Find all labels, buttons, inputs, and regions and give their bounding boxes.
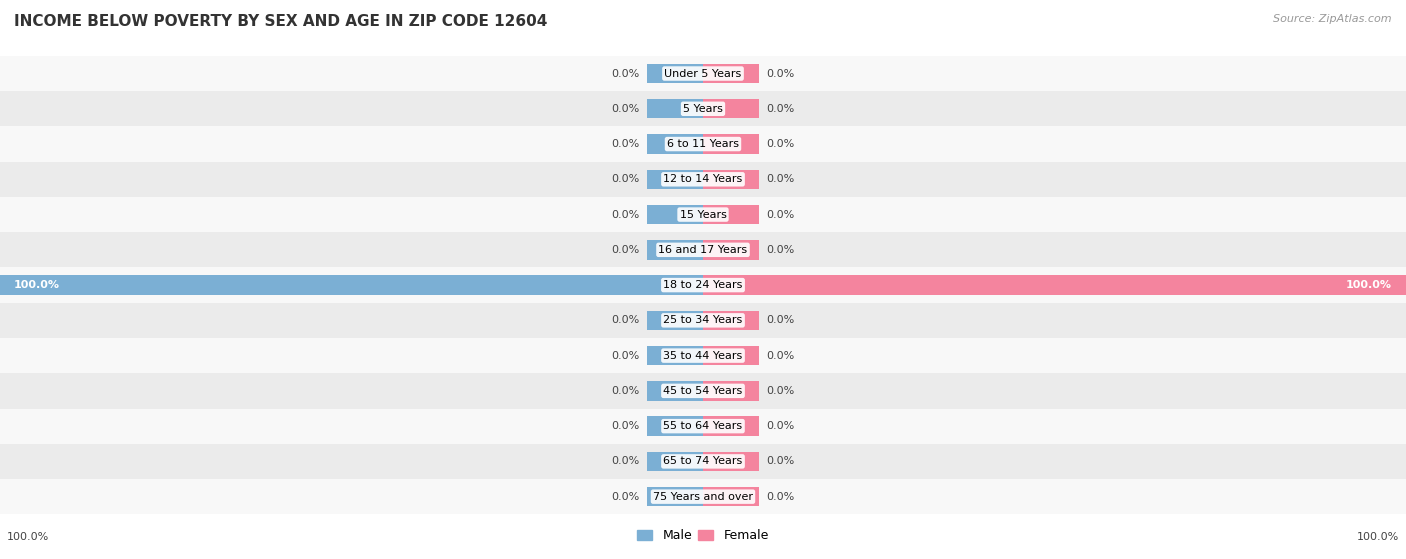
Bar	[703, 134, 759, 154]
Text: 0.0%: 0.0%	[612, 350, 640, 361]
Text: 25 to 34 Years: 25 to 34 Years	[664, 315, 742, 325]
Text: 100.0%: 100.0%	[1357, 532, 1399, 542]
Text: 0.0%: 0.0%	[612, 174, 640, 184]
Bar	[647, 205, 703, 224]
Text: 45 to 54 Years: 45 to 54 Years	[664, 386, 742, 396]
Text: 6 to 11 Years: 6 to 11 Years	[666, 139, 740, 149]
Bar	[0, 373, 1406, 409]
Text: 0.0%: 0.0%	[612, 456, 640, 466]
Bar	[0, 409, 1406, 444]
Bar	[703, 311, 759, 330]
Bar	[0, 162, 1406, 197]
Bar	[0, 276, 703, 295]
Text: Source: ZipAtlas.com: Source: ZipAtlas.com	[1274, 14, 1392, 24]
Text: 100.0%: 100.0%	[1346, 280, 1392, 290]
Text: 75 Years and over: 75 Years and over	[652, 492, 754, 501]
Bar	[647, 416, 703, 436]
Text: 0.0%: 0.0%	[766, 104, 794, 114]
Bar	[647, 240, 703, 259]
Text: 0.0%: 0.0%	[612, 386, 640, 396]
Text: 0.0%: 0.0%	[766, 69, 794, 78]
Bar	[703, 452, 759, 471]
Bar	[0, 303, 1406, 338]
Text: 0.0%: 0.0%	[766, 139, 794, 149]
Bar	[703, 416, 759, 436]
Text: Under 5 Years: Under 5 Years	[665, 69, 741, 78]
Bar	[0, 232, 1406, 267]
Text: 35 to 44 Years: 35 to 44 Years	[664, 350, 742, 361]
Text: 0.0%: 0.0%	[766, 421, 794, 431]
Text: 0.0%: 0.0%	[612, 139, 640, 149]
Bar	[703, 205, 759, 224]
Text: 100.0%: 100.0%	[7, 532, 49, 542]
Text: 0.0%: 0.0%	[766, 386, 794, 396]
Text: 15 Years: 15 Years	[679, 210, 727, 220]
Bar	[0, 479, 1406, 514]
Text: 0.0%: 0.0%	[612, 69, 640, 78]
Text: 18 to 24 Years: 18 to 24 Years	[664, 280, 742, 290]
Bar	[0, 56, 1406, 91]
Bar	[703, 381, 759, 401]
Bar	[703, 276, 1406, 295]
Bar	[647, 452, 703, 471]
Text: 0.0%: 0.0%	[612, 421, 640, 431]
Bar	[0, 126, 1406, 162]
Text: 0.0%: 0.0%	[612, 245, 640, 255]
Bar	[647, 346, 703, 366]
Legend: Male, Female: Male, Female	[633, 524, 773, 547]
Text: 0.0%: 0.0%	[766, 492, 794, 501]
Bar	[0, 197, 1406, 232]
Bar	[703, 169, 759, 189]
Bar	[0, 91, 1406, 126]
Bar	[0, 444, 1406, 479]
Bar	[647, 169, 703, 189]
Text: 0.0%: 0.0%	[766, 210, 794, 220]
Text: 0.0%: 0.0%	[766, 315, 794, 325]
Bar	[647, 381, 703, 401]
Text: 5 Years: 5 Years	[683, 104, 723, 114]
Bar	[703, 346, 759, 366]
Text: 0.0%: 0.0%	[766, 350, 794, 361]
Bar	[703, 487, 759, 506]
Bar	[0, 267, 1406, 303]
Bar	[703, 240, 759, 259]
Text: 0.0%: 0.0%	[766, 456, 794, 466]
Text: 0.0%: 0.0%	[612, 492, 640, 501]
Bar	[647, 134, 703, 154]
Bar	[647, 487, 703, 506]
Text: 0.0%: 0.0%	[612, 210, 640, 220]
Bar	[703, 99, 759, 119]
Text: 0.0%: 0.0%	[612, 104, 640, 114]
Bar	[647, 311, 703, 330]
Bar	[647, 64, 703, 83]
Bar	[0, 338, 1406, 373]
Bar	[703, 64, 759, 83]
Text: 100.0%: 100.0%	[14, 280, 60, 290]
Text: INCOME BELOW POVERTY BY SEX AND AGE IN ZIP CODE 12604: INCOME BELOW POVERTY BY SEX AND AGE IN Z…	[14, 14, 547, 29]
Text: 0.0%: 0.0%	[612, 315, 640, 325]
Text: 0.0%: 0.0%	[766, 174, 794, 184]
Text: 0.0%: 0.0%	[766, 245, 794, 255]
Text: 12 to 14 Years: 12 to 14 Years	[664, 174, 742, 184]
Text: 16 and 17 Years: 16 and 17 Years	[658, 245, 748, 255]
Text: 65 to 74 Years: 65 to 74 Years	[664, 456, 742, 466]
Text: 55 to 64 Years: 55 to 64 Years	[664, 421, 742, 431]
Bar	[647, 99, 703, 119]
